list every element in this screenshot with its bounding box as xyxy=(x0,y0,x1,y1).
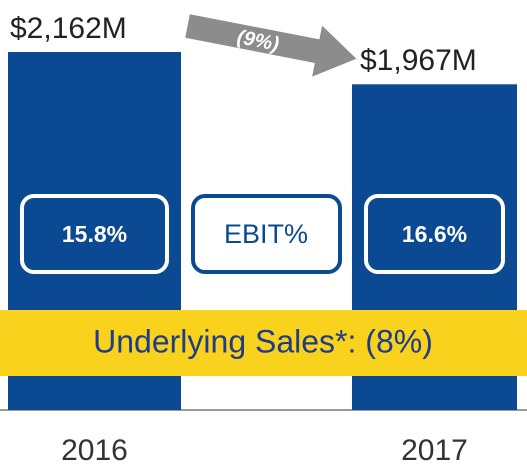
change-arrow: (9%) xyxy=(185,14,357,77)
sales-band-label: Underlying Sales*: (8%) xyxy=(93,323,433,359)
ebit-value: 16.6% xyxy=(402,221,467,247)
ebit-box xyxy=(20,194,169,274)
ebit-label-box xyxy=(191,194,342,274)
x-tick-label: 2016 xyxy=(61,434,128,467)
value-label: $2,162M xyxy=(10,12,127,45)
arrow-shape xyxy=(185,14,357,77)
ebit-label: EBIT% xyxy=(224,219,308,249)
ebit-box xyxy=(364,194,505,274)
sales-band xyxy=(0,310,527,376)
ebit-value: 15.8% xyxy=(62,221,127,247)
bars xyxy=(8,52,517,410)
x-tick-label: 2017 xyxy=(401,434,468,467)
value-label: $1,967M xyxy=(360,44,477,77)
